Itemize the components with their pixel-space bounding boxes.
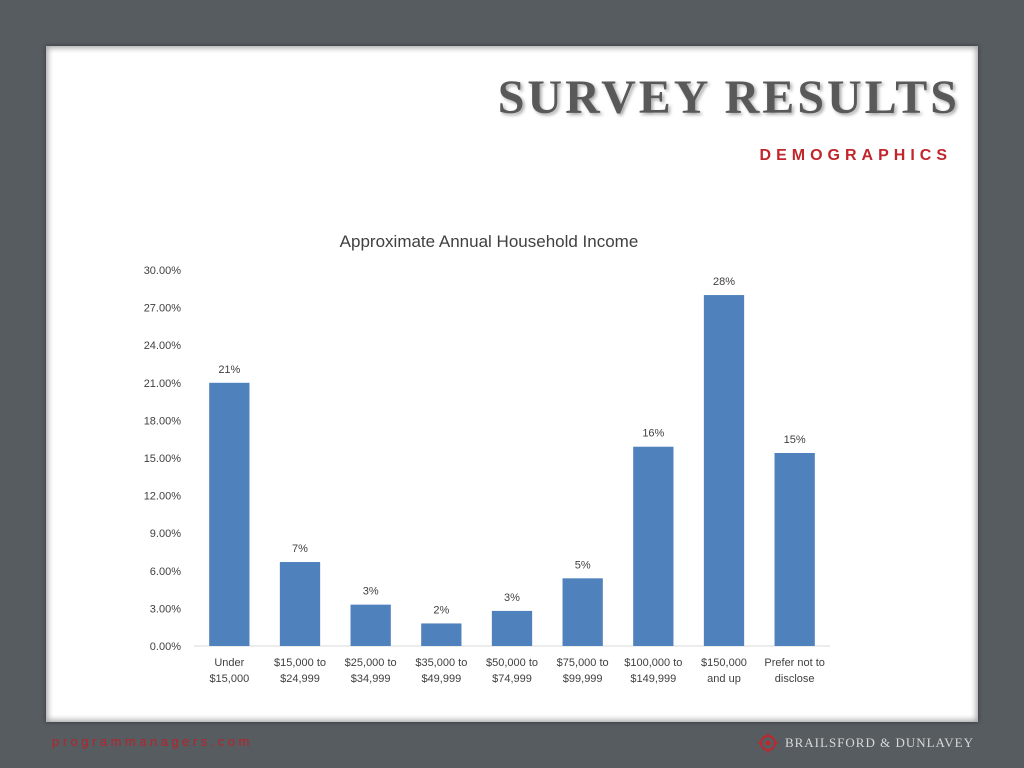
y-tick-label: 12.00% <box>144 491 182 503</box>
compass-rose-icon <box>756 732 779 754</box>
x-tick-label: $15,000 to <box>274 657 326 669</box>
y-axis: 0.00% 3.00% 6.00% 9.00% 12.00% 15.00% 18.00% 21… <box>144 265 182 653</box>
y-tick-label: 18.00% <box>144 415 182 427</box>
data-label: 3% <box>363 586 379 598</box>
data-label: 21% <box>218 364 240 376</box>
bar <box>350 604 391 646</box>
x-tick-label: $99,999 <box>563 673 603 685</box>
x-tick-label: $50,000 to <box>486 657 538 669</box>
x-tick-label: $35,000 to <box>415 657 467 669</box>
y-tick-label: 21.00% <box>144 378 182 390</box>
x-tick-label: $74,999 <box>492 673 532 685</box>
brand-name: BRAILSFORD & DUNLAVEY <box>784 735 974 750</box>
bar <box>421 623 462 646</box>
data-label: 15% <box>784 434 806 446</box>
bar <box>774 452 815 646</box>
page-subtitle: DEMOGRAPHICS <box>759 147 952 164</box>
x-axis: Under $15,000 $15,000 to $24,999 $25,000 to $… <box>209 657 824 685</box>
x-tick-label: Under <box>214 657 244 669</box>
y-tick-label: 27.00% <box>144 303 182 315</box>
x-tick-label: disclose <box>775 673 815 685</box>
x-tick-label: $34,999 <box>351 673 391 685</box>
x-tick-label: $24,999 <box>280 673 320 685</box>
x-tick-label: and up <box>707 673 741 685</box>
x-tick-label: $149,999 <box>630 673 676 685</box>
footer-url[interactable]: programmanagers.com <box>52 734 253 749</box>
y-tick-label: 30.00% <box>144 265 182 277</box>
page-title: SURVEY RESULTS <box>497 71 960 124</box>
x-tick-label: $49,999 <box>421 673 461 685</box>
x-tick-label: $15,000 <box>209 673 249 685</box>
y-tick-label: 24.00% <box>144 340 182 352</box>
y-tick-label: 0.00% <box>150 641 181 653</box>
data-label: 2% <box>433 604 449 616</box>
bar <box>279 562 321 646</box>
data-label: 3% <box>504 592 520 604</box>
x-tick-label: Prefer not to <box>764 657 825 669</box>
data-label: 16% <box>642 428 664 440</box>
data-label: 7% <box>292 543 308 555</box>
chart-title: Approximate Annual Household Income <box>340 232 639 251</box>
y-tick-label: 9.00% <box>150 528 181 540</box>
footer-logo: BRAILSFORD & DUNLAVEY <box>756 732 974 754</box>
x-tick-label: $25,000 to <box>345 657 397 669</box>
bar <box>703 295 745 646</box>
bar <box>209 382 250 646</box>
y-tick-label: 6.00% <box>150 566 181 578</box>
y-tick-label: 3.00% <box>150 603 181 615</box>
bar <box>633 446 674 646</box>
x-tick-label: $100,000 to <box>624 657 682 669</box>
data-label: 5% <box>575 559 591 571</box>
slide-panel <box>46 46 978 722</box>
data-label: 28% <box>713 276 735 288</box>
bar <box>491 610 533 646</box>
y-tick-label: 15.00% <box>144 453 182 465</box>
bar-series: 21% 7% 3% 2% 3% 5% 16% 28% 15% <box>209 276 815 646</box>
x-tick-label: $75,000 to <box>557 657 609 669</box>
x-tick-label: $150,000 <box>701 657 747 669</box>
bar <box>562 578 603 646</box>
